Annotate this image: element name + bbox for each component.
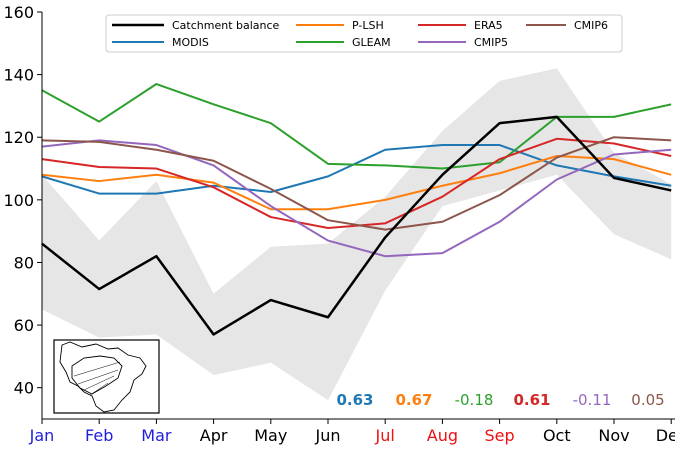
catchment-outline <box>71 355 123 395</box>
legend-box <box>105 14 623 53</box>
y-tick-label: 40 <box>14 379 34 398</box>
legend-label: MODIS <box>172 36 209 49</box>
series-line-gleam <box>41 83 672 170</box>
correlation-value: 0.67 <box>395 391 432 409</box>
legend-label: GLEAM <box>352 36 391 49</box>
x-tick-label: Feb <box>85 426 113 445</box>
catchment-hatch <box>83 375 115 391</box>
legend: Catchment balance MODIS P-LSH GLEAM ERA5 CMIP… <box>105 14 623 53</box>
legend-label: P-LSH <box>352 19 384 32</box>
y-tick-label: 80 <box>14 253 34 272</box>
correlation-value: -0.11 <box>573 391 612 409</box>
series-layer <box>41 83 672 336</box>
catchment-hatch <box>77 369 119 385</box>
catchment-hatch <box>73 361 121 377</box>
series-line-catchment-balance <box>41 115 672 336</box>
x-tick-label: Nov <box>598 426 629 445</box>
legend-label: ERA5 <box>474 19 503 32</box>
x-tick-label: Oct <box>543 426 571 445</box>
correlation-value: 0.05 <box>631 391 664 409</box>
y-tick-label: 60 <box>14 316 34 335</box>
x-tick-label: May <box>254 426 287 445</box>
correlation-value: 0.63 <box>336 391 373 409</box>
y-tick-label: 140 <box>3 66 34 85</box>
correlation-value: 0.61 <box>513 391 550 409</box>
x-tick-label: Jan <box>29 426 55 445</box>
x-tick-label: Sep <box>485 426 515 445</box>
series-line-cmip6 <box>41 136 672 231</box>
correlation-labels: 0.63 0.67 -0.18 0.61 -0.11 0.05 <box>336 391 664 409</box>
x-tick-label: Jun <box>315 426 341 445</box>
x-tick-label: Dec <box>656 426 675 445</box>
continent-outline <box>59 341 147 413</box>
series-line-p-lsh <box>41 155 672 211</box>
series-line-modis <box>41 144 672 195</box>
catchment-map-inset <box>53 339 160 414</box>
x-tick-label: Mar <box>141 426 172 445</box>
legend-label: CMIP5 <box>474 36 508 49</box>
y-tick-label: 100 <box>3 191 34 210</box>
x-tick-label: Jul <box>375 426 395 445</box>
series-line-cmip5 <box>41 139 672 258</box>
y-tick-label: 160 <box>3 3 34 22</box>
legend-label: CMIP6 <box>574 19 608 32</box>
correlation-value: -0.18 <box>455 391 494 409</box>
axes: 40 60 80 100 120 140 160 Jan Feb Mar Apr May Jun Jul A… <box>3 3 675 445</box>
x-tick-label: Aug <box>427 426 458 445</box>
catchment-hatch <box>89 382 109 396</box>
x-tick-label: Apr <box>200 426 228 445</box>
y-tick-label: 120 <box>3 128 34 147</box>
legend-label: Catchment balance <box>172 19 280 32</box>
inset-frame <box>53 339 160 414</box>
